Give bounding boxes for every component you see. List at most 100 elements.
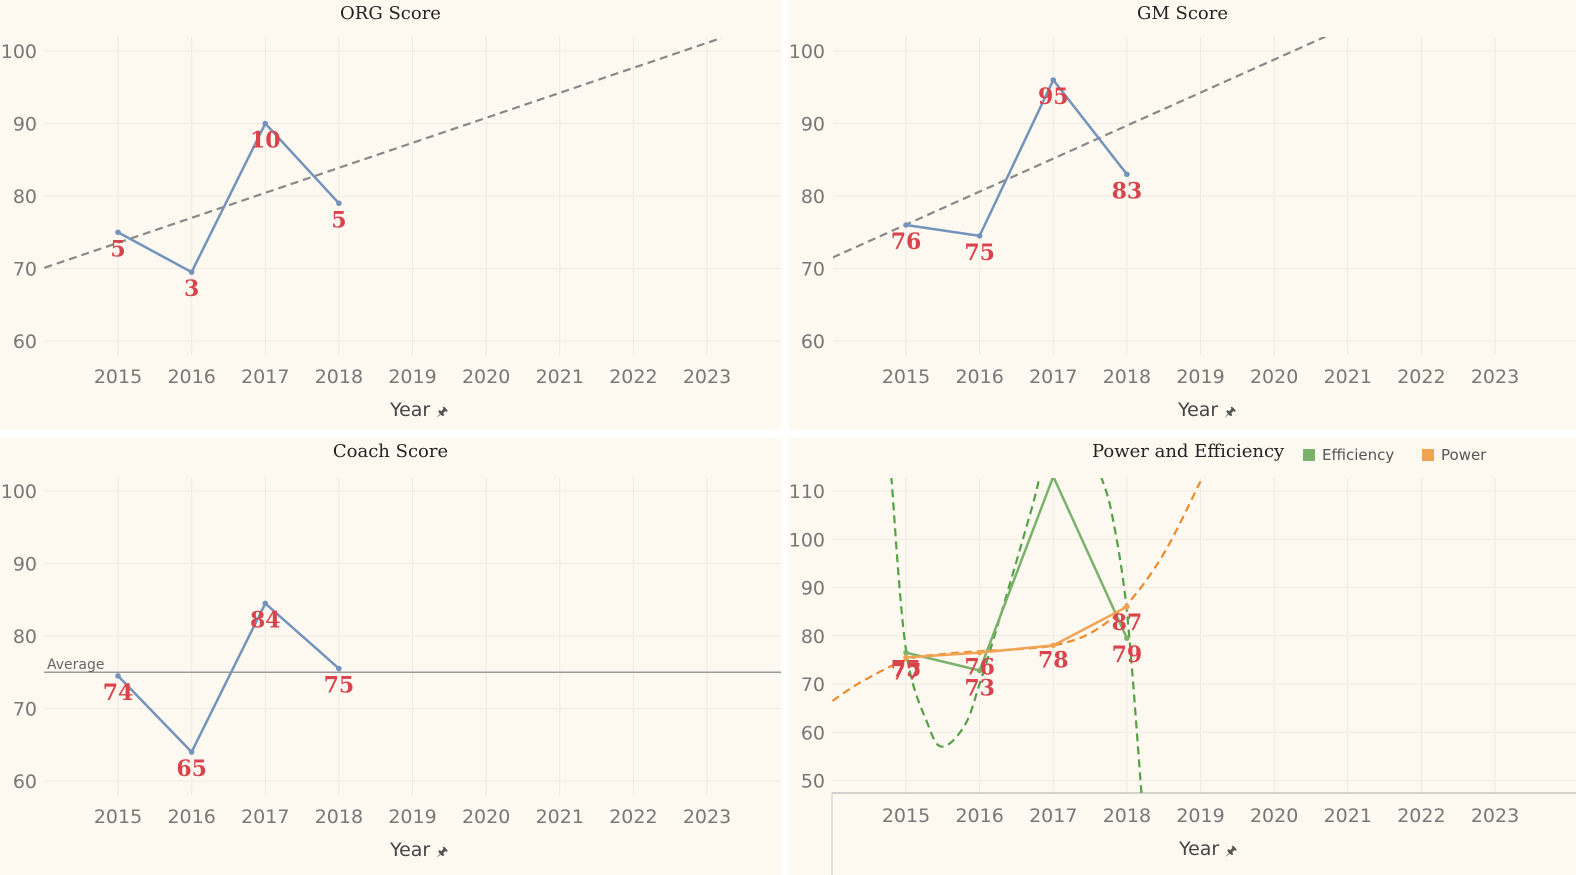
y-tick-label: 70 <box>801 259 825 281</box>
data-label: 77 <box>891 659 922 685</box>
x-tick-label: 2022 <box>609 806 657 828</box>
x-tick-label: 2018 <box>315 806 363 828</box>
data-label: 10 <box>250 128 281 154</box>
y-tick-label: 100 <box>1 41 37 63</box>
y-tick-label: 80 <box>801 186 825 208</box>
legend-label: Efficiency <box>1322 446 1395 464</box>
data-label: 5 <box>110 236 125 262</box>
y-tick-label: 100 <box>1 481 37 503</box>
pin-icon[interactable]: 🖈 <box>1224 405 1237 420</box>
trend-line <box>44 37 723 269</box>
x-axis-title[interactable]: Year 🖈 <box>390 839 449 861</box>
trend-line <box>832 480 1202 702</box>
org-score-chart: 60 70 80 90 100 2015 2016 2017 2018 2019 2020 2021 2… <box>1 37 781 388</box>
series-line <box>905 478 1129 672</box>
data-point <box>1050 642 1057 649</box>
series-line <box>117 122 340 274</box>
data-point <box>262 120 269 127</box>
data-point <box>976 667 983 674</box>
y-tick-label: 90 <box>801 578 825 600</box>
x-tick-label: 2019 <box>388 366 436 388</box>
data-point <box>903 654 909 661</box>
x-tick-label: 2023 <box>683 366 731 388</box>
data-label: 74 <box>103 680 134 706</box>
pin-icon[interactable]: 🖈 <box>436 845 449 860</box>
chart-title: Power and Efficiency <box>1092 441 1285 462</box>
x-tick-label: 2015 <box>882 805 930 827</box>
x-tick-label: 2018 <box>1103 366 1151 388</box>
x-tick-label: 2021 <box>536 806 584 828</box>
y-tick-label: 80 <box>13 186 37 208</box>
chart-title: ORG Score <box>340 3 441 24</box>
coach-score-chart: 60 70 80 90 100 2015 2016 2017 2018 2019 2020 2021 2… <box>1 478 781 828</box>
data-label: 73 <box>964 675 995 701</box>
gridlines <box>833 37 1576 355</box>
x-tick-label: 2019 <box>1176 366 1224 388</box>
data-point <box>1124 635 1130 641</box>
trend-line <box>1100 478 1143 793</box>
x-tick-label: 2020 <box>1250 805 1298 827</box>
data-point <box>976 649 983 656</box>
y-tick-label: 50 <box>801 771 825 793</box>
x-tick-label: 2018 <box>1103 805 1151 827</box>
chart-title: GM Score <box>1136 3 1229 24</box>
x-tick-label: 2021 <box>1324 366 1372 388</box>
data-label: 75 <box>964 240 995 266</box>
plot-area <box>832 478 1202 793</box>
x-axis-title[interactable]: Year 🖈 <box>1178 399 1237 421</box>
x-tick-label: 2016 <box>955 805 1003 827</box>
data-label: 83 <box>1112 178 1143 204</box>
gm-score-chart: 60 70 80 90 100 2015 2016 2017 2018 2019 2020 2021 2… <box>789 37 1576 388</box>
data-label: 87 <box>1112 610 1143 636</box>
plot-area <box>44 37 723 275</box>
data-point <box>188 749 195 755</box>
data-label: 76 <box>964 655 995 681</box>
y-tick-label: 60 <box>13 771 37 793</box>
x-tick-label: 2017 <box>241 806 289 828</box>
y-tick-label: 70 <box>13 699 37 721</box>
x-tick-label: 2015 <box>94 806 142 828</box>
y-tick-label: 90 <box>801 114 825 136</box>
data-point <box>1124 604 1130 610</box>
data-label: 78 <box>1038 647 1069 673</box>
data-label: 65 <box>176 756 207 782</box>
data-point <box>115 229 121 236</box>
coach-score-panel: 60 70 80 90 100 2015 2016 2017 2018 2019 2020 2021 2… <box>0 438 781 875</box>
x-axis-title[interactable]: Year 🖈 <box>390 399 449 421</box>
org-score-panel: 60 70 80 90 100 2015 2016 2017 2018 2019 2020 2021 2… <box>0 0 781 430</box>
x-tick-label: 2017 <box>1029 805 1077 827</box>
data-point <box>336 665 342 672</box>
data-point <box>1124 171 1130 178</box>
y-tick-label: 110 <box>789 481 825 503</box>
data-label: 95 <box>1038 84 1069 110</box>
data-label: 79 <box>1112 642 1143 668</box>
legend-swatch <box>1303 449 1315 461</box>
data-label: 3 <box>184 276 199 302</box>
reference-line-label: Average <box>47 657 105 673</box>
x-tick-label: 2017 <box>241 366 289 388</box>
x-tick-label: 2015 <box>94 366 142 388</box>
x-tick-label: 2019 <box>388 806 436 828</box>
data-point <box>262 600 269 607</box>
x-tick-label: 2022 <box>609 366 657 388</box>
data-label: 75 <box>324 673 355 699</box>
x-tick-label: 2023 <box>683 806 731 828</box>
x-tick-label: 2017 <box>1029 366 1077 388</box>
pin-icon[interactable]: 🖈 <box>436 405 449 420</box>
plot-area <box>44 600 781 755</box>
x-axis-title[interactable]: Year 🖈 <box>1179 838 1238 860</box>
legend-item-efficiency[interactable]: Efficiency <box>1303 446 1394 464</box>
x-tick-label: 2016 <box>167 806 215 828</box>
legend-item-power[interactable]: Power <box>1422 446 1486 464</box>
x-tick-label: 2015 <box>882 366 930 388</box>
x-tick-label: 2020 <box>462 366 510 388</box>
y-tick-label: 60 <box>801 331 825 353</box>
legend-swatch <box>1422 449 1434 461</box>
pin-icon[interactable]: 🖈 <box>1225 844 1238 859</box>
x-tick-label: 2020 <box>1250 366 1298 388</box>
power-efficiency-panel: 50 60 70 80 90 100 110 2015 2016 2017 2018 2019 2020… <box>789 438 1576 875</box>
y-tick-label: 90 <box>13 114 37 136</box>
gridlines <box>832 478 1576 793</box>
data-point <box>188 269 195 275</box>
series-line <box>905 78 1128 238</box>
